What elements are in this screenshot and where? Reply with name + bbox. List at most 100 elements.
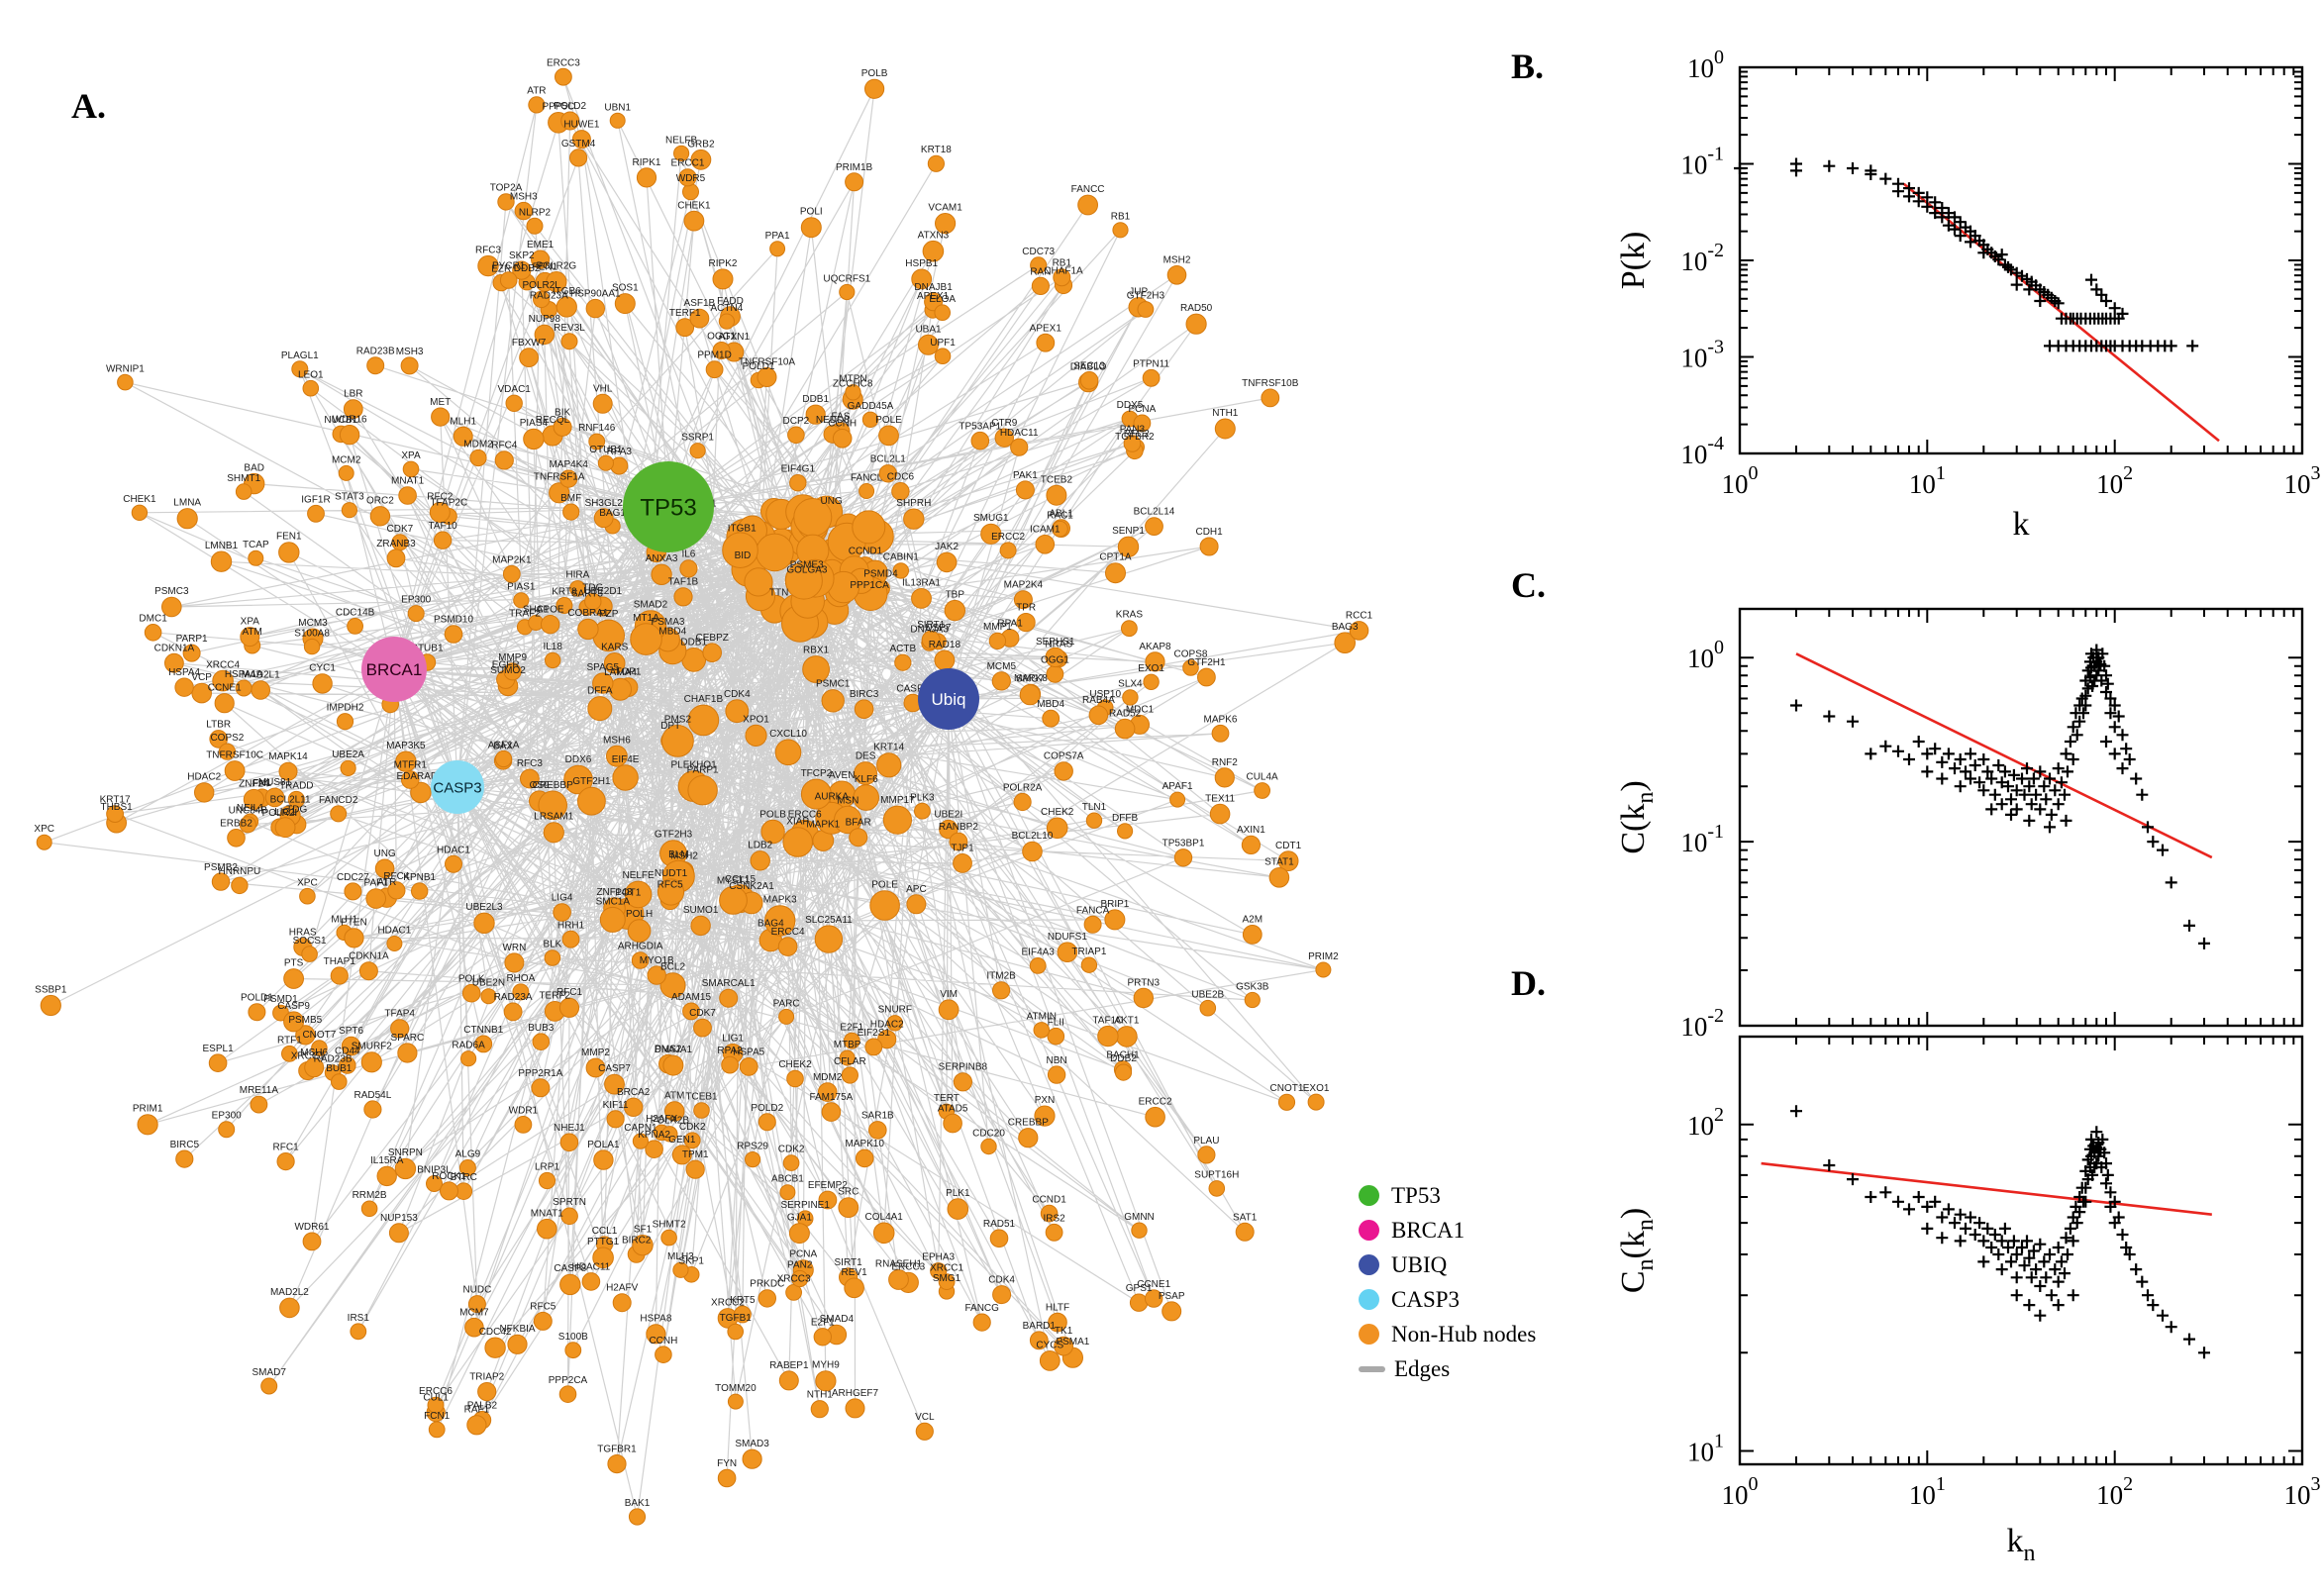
gene-label: RAD18 [929,640,961,650]
non-hub-node [659,972,686,999]
gene-label: BNIP3L [417,1165,452,1176]
non-hub-node [210,550,233,572]
non-hub-node [340,759,356,777]
gene-label: APEX1 [1030,323,1062,334]
gene-label: E2F1 [840,1022,863,1033]
non-hub-node [894,653,912,671]
non-hub-node [512,260,532,280]
non-hub-node [532,1033,551,1050]
non-hub-node [1052,520,1068,538]
gene-label: COL4A1 [865,1212,904,1223]
gene-label: SPARC [391,1033,425,1044]
non-hub-node [466,1415,487,1436]
non-hub-node [312,673,333,694]
gene-label: WRN [502,943,526,953]
gene-label: TGFB1 [720,1313,753,1324]
non-hub-nodes-dot-swatch [1359,1324,1379,1345]
panel-c-label: C. [1511,565,1546,605]
gene-label: MRE11A [240,1085,279,1096]
gene-label: COPS7A [1044,751,1084,762]
gene-label: CCND1 [849,547,883,557]
gene-label: EDARADD [396,771,445,782]
non-hub-node [813,1328,832,1347]
non-hub-node [868,1121,887,1140]
gene-label: RFC2 [427,492,454,503]
gene-label: LMNB1 [205,541,239,551]
chart-b: 100 101 102 103 100 10-1 10-2 10-3 10-4 k P(k) [1615,47,2321,543]
non-hub-node [503,662,522,681]
non-hub-node [839,1049,856,1066]
gene-label: BUB3 [528,1023,555,1034]
gene-label: PRIM1 [133,1104,163,1115]
gene-label: TFAP2C [430,498,467,509]
gene-label: TRADD [279,780,313,791]
chart-c-points [1790,644,2210,949]
gene-label: ATR [527,86,546,97]
gene-label: CHEK1 [123,494,156,505]
gene-label: MYST1 [717,875,751,886]
gene-label: SPRTN [553,1197,586,1208]
gene-label: PSMB2 [204,862,238,873]
gene-label: DPT [660,721,680,732]
gene-label: BAK1 [625,1498,651,1509]
gene-label: MAPK8 [1014,673,1048,684]
gene-label: ATR [377,877,396,888]
gene-label: EIF4A3 [1022,948,1056,958]
non-hub-node [936,551,958,573]
gene-label: IRS1 [348,1313,370,1324]
non-hub-node [231,876,249,895]
non-hub-node [426,1175,443,1192]
gene-label: RAD23A [494,992,533,1003]
non-hub-node [599,906,626,933]
gene-label: NBN [1047,1055,1067,1066]
gene-label: POLK [458,973,485,984]
gene-label: LBR [344,389,362,400]
non-hub-node [989,1229,1009,1248]
non-hub-node [1045,1223,1063,1242]
non-hub-node [549,482,570,504]
tick-label: 10-1 [1680,821,1724,857]
gene-label: RBX1 [803,646,830,656]
gene-label: RNASEH1 [875,1259,923,1270]
gene-label: PPP1CA [850,580,889,591]
gene-label: SART3 [571,589,603,600]
non-hub-node [1114,1063,1133,1081]
gene-label: SUPT16H [1194,1170,1239,1181]
gene-label: HDAC11 [572,1262,611,1273]
non-hub-node [523,428,545,450]
gene-label: POLR2A [1003,782,1043,793]
non-hub-node [604,1073,625,1095]
gene-label: ATM [664,1091,684,1102]
gene-label: POLR2G [537,261,577,272]
non-hub-node [264,787,285,808]
non-hub-node [788,1223,810,1245]
gene-label: PTPN11 [1133,359,1169,370]
non-hub-node [886,1015,903,1032]
gene-label: KRT5 [730,1295,756,1306]
gene-label: EFEMP2 [808,1180,848,1191]
non-hub-node [918,334,939,355]
gene-label: DDB1 [680,638,707,648]
gene-label: MUS81 [258,777,292,788]
gene-label: CASP6 [896,683,929,694]
gene-label: SERPINB8 [939,1062,988,1073]
non-hub-node [1034,1105,1056,1127]
non-hub-node [561,930,580,948]
non-hub-node [1117,536,1140,557]
gene-label: TTN [769,587,788,598]
non-hub-node [175,1149,194,1168]
non-hub-node [1199,537,1219,556]
gene-label: NUP98 [529,314,561,325]
non-hub-node [878,464,897,483]
legend-item-non-hub-nodes: Non-Hub nodes [1359,1317,1536,1351]
non-hub-node [402,460,420,478]
gene-label: GSTM4 [561,139,596,150]
gene-label: KRT8 [552,587,577,598]
gene-label: PLK3 [910,792,935,803]
gene-label: EIF4E [612,754,640,765]
non-hub-node [376,1165,397,1187]
gene-label: FADD [717,296,744,307]
non-hub-node [386,549,406,568]
gene-label: MYO1B [640,955,674,966]
gene-label: CNOT1 [1270,1083,1304,1094]
